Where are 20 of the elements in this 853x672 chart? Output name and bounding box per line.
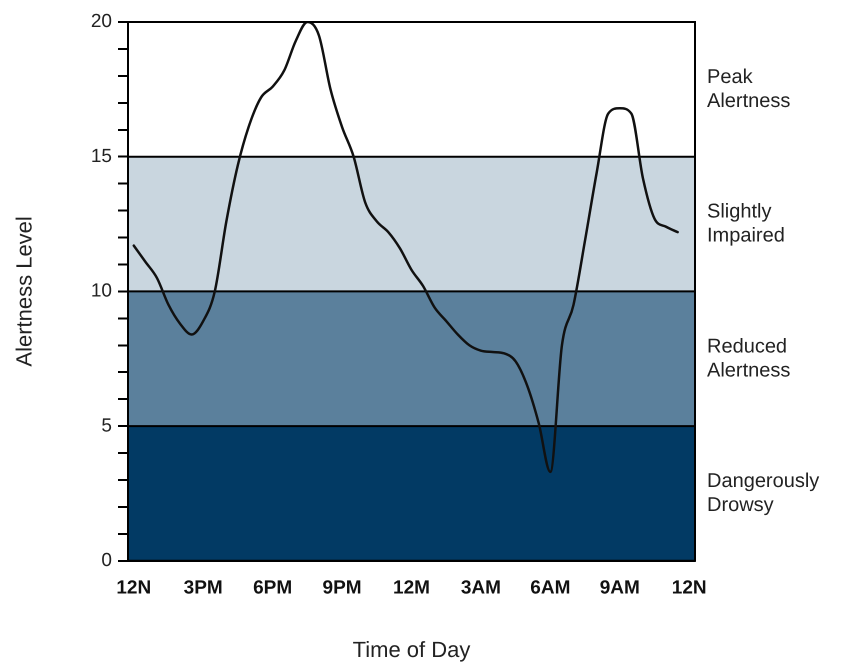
x-tick-label: 6AM <box>530 577 570 598</box>
x-tick-label: 12N <box>116 577 152 598</box>
y-axis-title: Alertness Level <box>11 216 36 367</box>
y-tick-label: 10 <box>90 280 112 302</box>
text: Peak Alertness <box>707 66 790 112</box>
x-tick-label: 12M <box>393 577 430 598</box>
x-tick-label: 9PM <box>322 577 362 598</box>
y-tick-label: 0 <box>101 550 112 572</box>
x-tick-label: 12N <box>672 577 707 598</box>
y-tick-label: 15 <box>90 146 112 167</box>
band-label: Slightly Impaired <box>707 200 785 247</box>
band-label: Reduced Alertness <box>707 335 790 382</box>
y-tick-label: 5 <box>101 415 112 436</box>
band-label: Dangerously Drowsy <box>707 470 820 516</box>
x-tick-label: 3PM <box>184 577 223 598</box>
x-axis-title: Time of Day <box>352 636 470 662</box>
x-tick-label: 9AM <box>600 577 640 598</box>
y-tick-label: 20 <box>90 11 112 32</box>
x-tick-label: 6PM <box>253 577 292 598</box>
x-tick-label: 3AM <box>460 577 501 598</box>
